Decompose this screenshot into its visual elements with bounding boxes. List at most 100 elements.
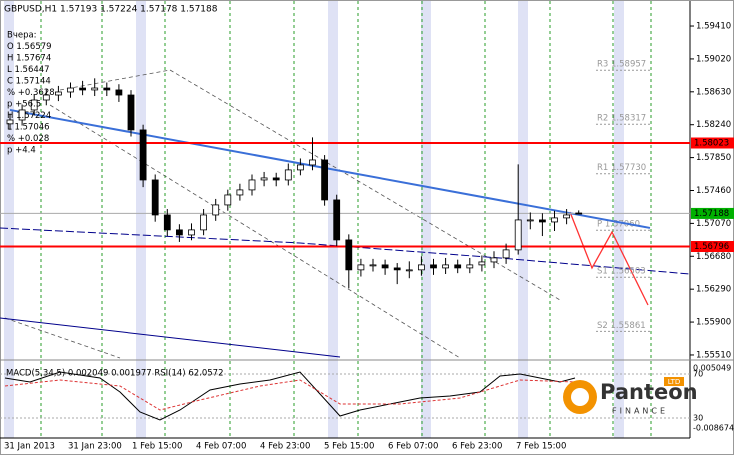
candle-body [212,204,220,216]
candle-body [490,257,498,263]
x-tick-label: 6 Feb 23:00 [452,442,502,452]
candle-body [478,261,486,266]
info-line: L 1.56447 [7,65,50,75]
candle-body [236,189,244,196]
band [421,1,431,438]
candle-body [502,249,510,259]
y-tick-label: 1.56680 [696,252,731,262]
level-label: 1.56796 [694,242,729,252]
candle-body [321,159,329,201]
pivot-label: S1 1.56503 [597,267,646,277]
info-line: C 1.57144 [7,77,51,87]
level-label-bg [691,207,734,219]
x-tick-label: 7 Feb 15:00 [516,442,566,452]
session-lines [40,1,652,438]
candle-body [575,212,583,215]
logo: Panteon FINANCE LTD [563,377,698,416]
info-line: Вчера: [7,31,37,41]
candle-body [466,264,474,269]
candle-body [333,199,341,241]
band [136,1,146,438]
candle-body [393,267,401,271]
signal-line [4,379,576,411]
indicator-label: MACD(5,34,5) 0.002049 0.001977 RSI(14) 6… [6,369,223,379]
candle-body [79,87,86,91]
candle-body [248,179,256,191]
candle-body [139,129,147,181]
level-label: 1.58023 [694,139,729,149]
pivot-label: S2 1.55861 [597,321,646,331]
candle-body [417,264,425,271]
candle-body [563,214,570,219]
pivot-label: R3 1.58957 [597,60,646,70]
y-tick-label: 1.57850 [696,153,731,163]
info-line: p +4.4 [7,146,36,156]
indicator-axis-label: 30 [693,414,703,423]
y-tick-label: 1.59020 [696,54,731,64]
candle-body [454,264,462,269]
logo-mark-inner [571,388,589,406]
candle-body [551,217,558,223]
candle-body [115,89,123,96]
channel [59,69,171,91]
band [614,1,624,438]
candle-body [200,214,208,231]
y-tick-label: 1.58240 [696,120,731,130]
candle-body [296,164,304,171]
x-tick-label: 6 Feb 07:00 [388,442,438,452]
y-tick-label: 1.56290 [696,285,731,295]
logo-sub: FINANCE [612,407,668,416]
logo-badge-bg [664,377,684,386]
blue-dashed [0,227,691,275]
y-tick-label: 1.55900 [696,318,731,328]
candle-body [18,109,26,121]
candle-body [514,219,522,251]
candle-body [369,264,377,267]
candle-body [42,94,50,101]
x-tick-label: 4 Feb 07:00 [196,442,246,452]
candle-body [188,229,195,236]
y-tick-label: 1.57460 [696,186,731,196]
candle-body [224,194,232,206]
candle-body [405,269,413,272]
y-tick-label: 1.59410 [696,22,731,32]
candle-body [151,179,159,216]
info-line: L 1.57046 [7,123,50,133]
channel-lines [4,69,561,359]
level-label: 1.57188 [694,209,729,219]
info-line: H 1.57224 [7,111,51,121]
candle-body [55,91,62,96]
candle-body [163,214,171,231]
regression-lines [0,227,691,358]
candle-body [91,87,99,91]
y-tick-label: 1.55510 [696,350,731,360]
x-tick-label: 5 Feb 15:00 [324,442,374,452]
candle-body [30,99,38,111]
info-line: p +56.5 [7,100,41,110]
band [328,1,338,438]
candle-body [526,219,534,222]
x-tick-label: 4 Feb 23:00 [260,442,310,452]
candle-body [272,177,280,181]
x-tick-label: 31 Jan 2013 [4,442,55,452]
band [4,1,14,438]
candle-body [309,159,316,166]
y-tick-label: 1.57070 [696,219,731,229]
pivot-label: R2 1.58317 [597,114,646,124]
candle-body [345,239,353,271]
candle-body [67,87,74,93]
indicator-axis-label: -0.008674 [693,424,734,433]
info-line: H 1.57674 [7,54,51,64]
x-tick-label: 31 Jan 23:00 [68,442,122,452]
symbol-header: GBPUSD,H1 1.57193 1.57224 1.57178 1.5718… [4,5,218,15]
x-tick-label: 1 Feb 15:00 [132,442,182,452]
logo-badge: LTD [668,378,681,386]
info-line: % +0.028 [7,134,49,144]
candle-body [442,264,450,269]
channel [49,104,461,359]
band [518,1,528,438]
indicator-pane [0,371,690,421]
